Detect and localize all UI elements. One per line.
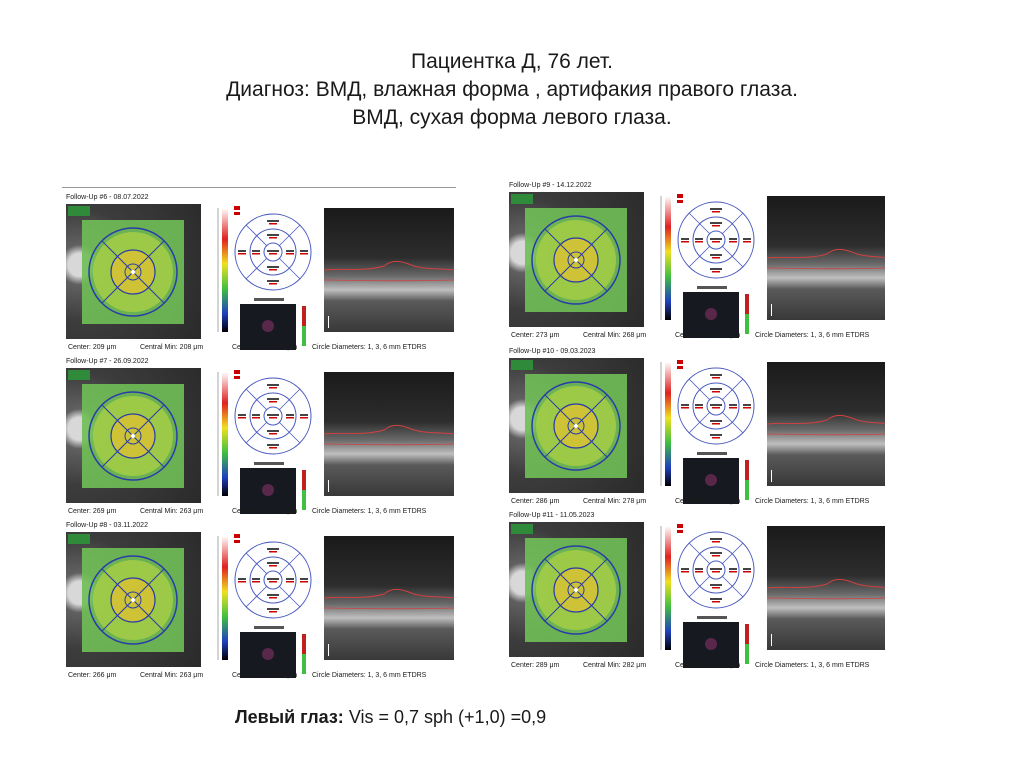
followup-header: Follow-Up #7 - 26.09.2022 — [66, 358, 149, 365]
thickness-color-scale — [660, 196, 671, 320]
title-line-3: ВМД, сухая форма левого глаза. — [352, 106, 672, 129]
oct-bscan — [767, 362, 885, 486]
central-max-thickness: Central Max: 387 μm — [675, 498, 741, 505]
oct-bscan — [324, 208, 454, 332]
etdrs-thickness-grid — [677, 194, 755, 279]
followup-panel: Follow-Up #6 - 08.07.2022 — [62, 194, 456, 359]
right-oct-report: Follow-Up #9 - 14.12.2022 — [505, 180, 885, 672]
visual-acuity-note: Левый глаз: Vis = 0,7 sph (+1,0) =0,9 — [235, 707, 546, 728]
followup-panel: Follow-Up #10 - 09.03.2023 — [505, 348, 885, 513]
fundus-thickness-map — [66, 368, 201, 503]
followup-header: Follow-Up #6 - 08.07.2022 — [66, 194, 149, 201]
followup-header: Follow-Up #9 - 14.12.2022 — [509, 182, 592, 189]
etdrs-thickness-grid — [677, 524, 755, 609]
central-min-thickness: Central Min: 278 μm — [583, 498, 647, 505]
thickness-color-scale — [217, 536, 228, 660]
central-max-thickness: Central Max: 387 μm — [232, 344, 298, 351]
center-thickness: Center: 209 μm — [68, 344, 117, 351]
thickness-change-map — [240, 462, 306, 514]
center-thickness: Center: 286 μm — [511, 498, 560, 505]
thickness-change-map — [240, 626, 306, 678]
left-eye-label: Левый глаз: — [235, 707, 344, 727]
followup-panel: Follow-Up #8 - 03.11.2022 — [62, 522, 456, 687]
etdrs-thickness-grid — [234, 370, 312, 455]
thickness-color-scale — [217, 372, 228, 496]
fundus-thickness-map — [66, 532, 201, 667]
circle-diameters: Circle Diameters: 1, 3, 6 mm ETDRS — [755, 498, 870, 505]
thickness-change-map — [683, 286, 749, 338]
title-line-1: Пациентка Д, 76 лет. — [410, 50, 614, 73]
central-max-thickness: Central Max: 363 μm — [675, 332, 741, 339]
followup-panel: Follow-Up #9 - 14.12.2022 — [505, 182, 885, 347]
left-oct-report: Follow-Up #6 - 08.07.2022 — [62, 187, 456, 684]
circle-diameters: Circle Diameters: 1, 3, 6 mm ETDRS — [755, 662, 870, 669]
thickness-change-map — [240, 298, 306, 350]
thickness-color-scale — [660, 362, 671, 486]
title-line-2: Диагноз: ВМД, влажная форма , артифакия … — [226, 78, 798, 101]
etdrs-thickness-grid — [677, 360, 755, 445]
oct-bscan — [767, 196, 885, 320]
thickness-color-scale — [217, 208, 228, 332]
etdrs-thickness-grid — [234, 534, 312, 619]
circle-diameters: Circle Diameters: 1, 3, 6 mm ETDRS — [312, 344, 427, 351]
central-max-thickness: Central Max: 376 μm — [232, 508, 298, 515]
followup-panel: Follow-Up #11 - 11.05.2023 — [505, 512, 885, 677]
slide-title: Пациентка Д, 76 лет. Диагноз: ВМД, влажн… — [0, 48, 1024, 132]
central-min-thickness: Central Min: 208 μm — [140, 344, 204, 351]
central-min-thickness: Central Min: 263 μm — [140, 672, 204, 679]
followup-header: Follow-Up #10 - 09.03.2023 — [509, 348, 596, 355]
central-max-thickness: Central Max: 378 μm — [675, 662, 741, 669]
visual-acuity-value: Vis = 0,7 sph (+1,0) =0,9 — [343, 707, 547, 727]
thickness-color-scale — [660, 526, 671, 650]
circle-diameters: Circle Diameters: 1, 3, 6 mm ETDRS — [312, 672, 427, 679]
circle-diameters: Circle Diameters: 1, 3, 6 mm ETDRS — [312, 508, 427, 515]
followup-header: Follow-Up #11 - 11.05.2023 — [509, 512, 595, 519]
fundus-thickness-map — [509, 358, 644, 493]
thickness-change-map — [683, 452, 749, 504]
center-thickness: Center: 273 μm — [511, 332, 560, 339]
fundus-thickness-map — [66, 204, 201, 339]
etdrs-thickness-grid — [234, 206, 312, 291]
fundus-thickness-map — [509, 522, 644, 657]
center-thickness: Center: 289 μm — [511, 662, 560, 669]
central-min-thickness: Central Min: 263 μm — [140, 508, 204, 515]
followup-header: Follow-Up #8 - 03.11.2022 — [66, 522, 148, 529]
oct-bscan — [324, 536, 454, 660]
central-min-thickness: Central Min: 282 μm — [583, 662, 647, 669]
central-min-thickness: Central Min: 268 μm — [583, 332, 647, 339]
fundus-thickness-map — [509, 192, 644, 327]
followup-panel: Follow-Up #7 - 26.09.2022 — [62, 358, 456, 523]
central-max-thickness: Central Max: 380 μm — [232, 672, 298, 679]
thickness-change-map — [683, 616, 749, 668]
oct-bscan — [767, 526, 885, 650]
center-thickness: Center: 269 μm — [68, 508, 117, 515]
oct-bscan — [324, 372, 454, 496]
center-thickness: Center: 266 μm — [68, 672, 117, 679]
circle-diameters: Circle Diameters: 1, 3, 6 mm ETDRS — [755, 332, 870, 339]
